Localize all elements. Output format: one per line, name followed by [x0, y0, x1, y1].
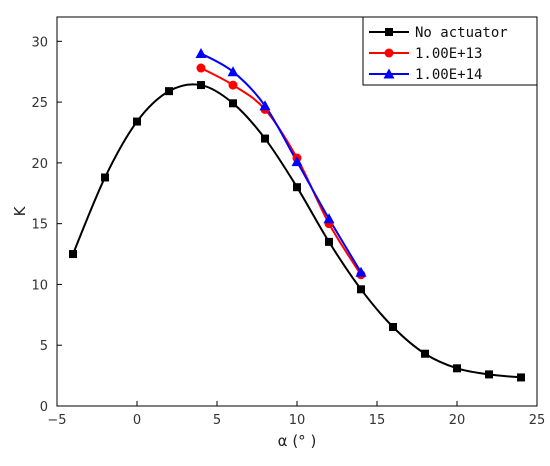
- x-axis-label: α (° ): [278, 432, 317, 450]
- data-point-series-1: [485, 370, 493, 379]
- data-point-series-3: [195, 47, 207, 58]
- y-tick-label: 20: [31, 157, 48, 172]
- data-point-series-1: [165, 87, 173, 96]
- series-markers: [69, 47, 525, 382]
- data-point-series-3: [355, 266, 367, 277]
- data-point-series-1: [421, 349, 429, 358]
- legend-marker-1: [385, 28, 393, 36]
- x-tick-label: −5: [47, 413, 66, 428]
- legend-marker-2: [384, 48, 394, 58]
- legend-marker-3: [383, 68, 395, 79]
- y-tick-label: 25: [31, 96, 48, 111]
- data-point-series-2: [228, 80, 238, 90]
- data-point-series-3: [323, 213, 335, 224]
- data-point-series-1: [101, 173, 109, 182]
- data-point-series-3: [291, 156, 303, 167]
- y-tick-label: 30: [31, 35, 48, 50]
- series-line-2: [200, 67, 362, 276]
- data-point-series-1: [389, 322, 397, 331]
- x-tick-label: 10: [289, 413, 306, 428]
- y-tick-label: 15: [31, 218, 48, 233]
- data-point-series-1: [69, 250, 77, 259]
- x-tick-label: 0: [133, 413, 141, 428]
- y-axis-label: K: [11, 205, 29, 216]
- data-point-series-1: [517, 373, 525, 382]
- x-tick-label: 25: [529, 413, 546, 428]
- y-tick-label: 5: [40, 339, 48, 354]
- data-point-series-1: [357, 285, 365, 294]
- y-tick-label: 10: [31, 278, 48, 293]
- data-point-series-1: [293, 183, 301, 192]
- data-point-series-1: [229, 99, 237, 108]
- y-tick-label: 0: [40, 400, 48, 415]
- data-point-series-1: [325, 237, 333, 246]
- legend-label-1: No actuator: [415, 25, 508, 41]
- series-lines: [72, 52, 522, 379]
- data-point-series-1: [197, 81, 205, 90]
- data-point-series-1: [453, 364, 461, 373]
- data-point-series-3: [227, 66, 239, 77]
- series-line-1: [72, 83, 522, 379]
- legend: No actuator 1.00E+13 1.00E+14: [362, 16, 538, 86]
- data-point-series-2: [196, 63, 206, 73]
- legend-label-3: 1.00E+14: [415, 67, 482, 83]
- x-tick-label: 5: [213, 413, 221, 428]
- data-point-series-1: [261, 134, 269, 143]
- data-point-series-3: [259, 100, 271, 111]
- x-tick-label: 15: [369, 413, 386, 428]
- x-tick-label: 20: [449, 413, 466, 428]
- legend-label-2: 1.00E+13: [415, 46, 482, 62]
- data-point-series-1: [133, 117, 141, 126]
